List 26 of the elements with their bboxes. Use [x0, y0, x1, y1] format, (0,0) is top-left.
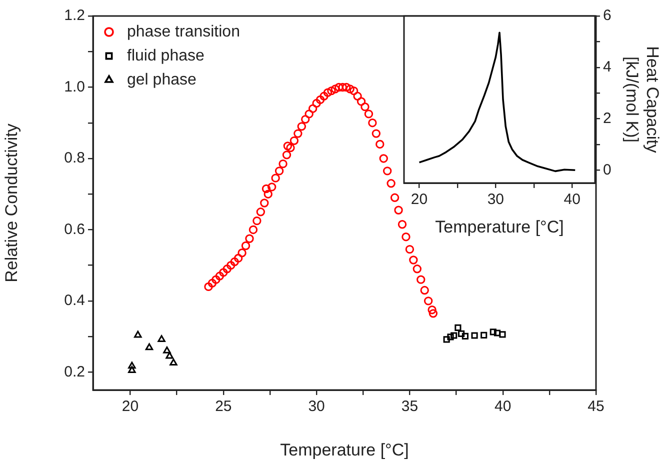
x-tick-label: 30: [308, 398, 325, 416]
x-tick-label: 20: [122, 398, 139, 416]
legend-label: phase transition: [127, 23, 240, 40]
y2-tick-label: 2: [603, 110, 612, 127]
x-tick-label: 20: [410, 191, 428, 208]
y2-tick-label: 4: [603, 58, 612, 76]
x-tick-label: 35: [401, 398, 418, 416]
x-tick-label: 25: [215, 398, 232, 416]
x-axis-title: Temperature [°C]: [435, 217, 564, 236]
y-tick-label: 0.4: [64, 292, 85, 310]
y2-tick-label: 0: [603, 161, 612, 178]
y-tick-label: 0.2: [64, 363, 85, 380]
y-tick-label: 1.2: [64, 7, 85, 24]
y2-tick-label: 6: [603, 7, 612, 24]
x-tick-label: 45: [588, 398, 604, 416]
x-tick-label: 30: [487, 191, 504, 208]
legend-label: gel phase: [127, 71, 196, 88]
y-tick-label: 0.6: [64, 220, 85, 238]
y-axis-title: Relative Conductivity: [2, 123, 21, 282]
y2-axis-title: Heat Capacity [kJ/(mol K)]: [622, 46, 662, 154]
x-tick-label: 40: [564, 191, 580, 208]
x-tick-label: 40: [494, 398, 512, 416]
legend-label: fluid phase: [127, 47, 204, 64]
x-axis-title: Temperature [°C]: [280, 440, 409, 460]
y-tick-label: 0.8: [64, 150, 85, 167]
y-tick-label: 1.0: [64, 78, 85, 96]
